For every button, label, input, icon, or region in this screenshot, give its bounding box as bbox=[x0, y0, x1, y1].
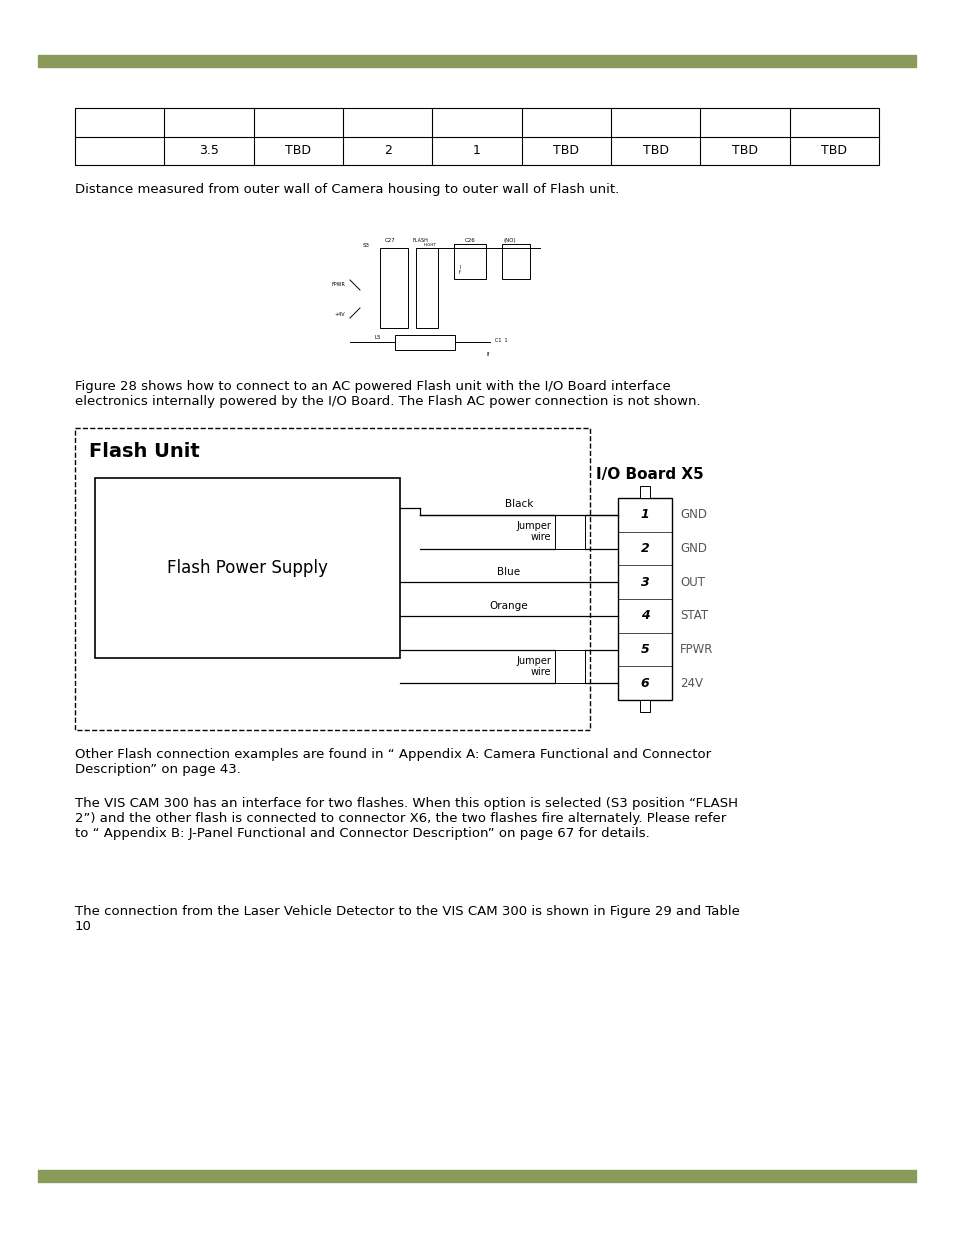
Text: Black: Black bbox=[504, 499, 533, 509]
Text: 1: 1 bbox=[640, 509, 649, 521]
Text: Jumper
wire: Jumper wire bbox=[516, 656, 551, 677]
Bar bbox=[38, 1170, 915, 1182]
Text: 6: 6 bbox=[640, 677, 649, 689]
Text: TBD: TBD bbox=[642, 144, 668, 157]
Text: 24V: 24V bbox=[679, 677, 702, 689]
Text: I
f: I f bbox=[458, 264, 460, 275]
Text: GND: GND bbox=[679, 542, 706, 555]
Text: +4V: +4V bbox=[334, 312, 345, 317]
Text: FPWR: FPWR bbox=[331, 283, 345, 288]
Text: TBD: TBD bbox=[553, 144, 578, 157]
Bar bbox=[555, 650, 584, 683]
Bar bbox=[555, 515, 584, 548]
Text: Flash Unit: Flash Unit bbox=[89, 442, 199, 461]
Text: 3: 3 bbox=[640, 576, 649, 589]
Bar bbox=[639, 700, 649, 713]
Text: Blue: Blue bbox=[497, 567, 520, 577]
Text: 5: 5 bbox=[640, 643, 649, 656]
Text: Distance measured from outer wall of Camera housing to outer wall of Flash unit.: Distance measured from outer wall of Cam… bbox=[75, 183, 618, 196]
Bar bbox=[416, 248, 437, 329]
Text: The VIS CAM 300 has an interface for two flashes. When this option is selected (: The VIS CAM 300 has an interface for two… bbox=[75, 797, 738, 840]
Text: 2: 2 bbox=[383, 144, 391, 157]
Text: I/O Board X5: I/O Board X5 bbox=[596, 467, 703, 482]
Text: HIGHT: HIGHT bbox=[423, 243, 436, 247]
Bar bbox=[395, 335, 455, 350]
Text: 1: 1 bbox=[473, 144, 480, 157]
Text: 4: 4 bbox=[640, 609, 649, 622]
Bar bbox=[379, 248, 408, 329]
Bar bbox=[501, 245, 530, 279]
Bar bbox=[38, 56, 915, 67]
Text: Figure 28 shows how to connect to an AC powered Flash unit with the I/O Board in: Figure 28 shows how to connect to an AC … bbox=[75, 380, 700, 408]
Text: Other Flash connection examples are found in “ Appendix A: Camera Functional and: Other Flash connection examples are foun… bbox=[75, 748, 710, 776]
Text: TBD: TBD bbox=[285, 144, 311, 157]
Text: If: If bbox=[486, 352, 490, 357]
Bar bbox=[95, 478, 399, 658]
Bar bbox=[639, 487, 649, 498]
Bar bbox=[75, 107, 878, 165]
Text: S3: S3 bbox=[362, 243, 369, 248]
Text: (NO): (NO) bbox=[503, 238, 516, 243]
Bar bbox=[618, 498, 671, 700]
Text: STAT: STAT bbox=[679, 609, 707, 622]
Text: C1  1: C1 1 bbox=[495, 337, 507, 342]
Bar bbox=[454, 245, 485, 279]
Text: L5: L5 bbox=[375, 335, 381, 340]
Bar bbox=[75, 429, 589, 730]
Text: TBD: TBD bbox=[821, 144, 846, 157]
Text: FPWR: FPWR bbox=[679, 643, 713, 656]
Text: TBD: TBD bbox=[731, 144, 758, 157]
Text: The connection from the Laser Vehicle Detector to the VIS CAM 300 is shown in Fi: The connection from the Laser Vehicle De… bbox=[75, 905, 740, 932]
Text: 2: 2 bbox=[640, 542, 649, 555]
Text: C27: C27 bbox=[384, 238, 395, 243]
Text: C26: C26 bbox=[464, 238, 475, 243]
Text: FLASH: FLASH bbox=[412, 238, 428, 243]
Text: OUT: OUT bbox=[679, 576, 704, 589]
Text: Jumper
wire: Jumper wire bbox=[516, 521, 551, 542]
Text: GND: GND bbox=[679, 509, 706, 521]
Text: Flash Power Supply: Flash Power Supply bbox=[167, 559, 328, 577]
Text: 3.5: 3.5 bbox=[199, 144, 218, 157]
Text: Orange: Orange bbox=[489, 601, 528, 611]
